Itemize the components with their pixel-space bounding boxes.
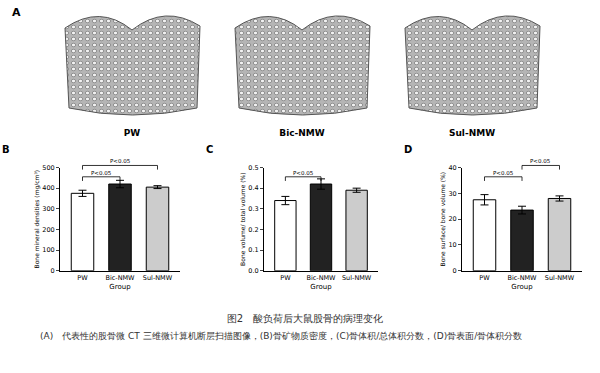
svg-text:P<0.05: P<0.05 xyxy=(91,170,112,176)
svg-text:P<0.05: P<0.05 xyxy=(293,170,314,176)
svg-text:200: 200 xyxy=(42,226,54,234)
svg-text:B: B xyxy=(2,144,10,155)
svg-text:Bone mineral densities (mg/cm³: Bone mineral densities (mg/cm³) xyxy=(33,170,41,269)
svg-text:Bic-NMW: Bic-NMW xyxy=(507,274,537,282)
svg-text:10: 10 xyxy=(448,241,456,249)
svg-text:0.1: 0.1 xyxy=(248,246,258,254)
svg-text:400: 400 xyxy=(42,184,54,192)
svg-text:0.5: 0.5 xyxy=(248,164,258,172)
svg-text:300: 300 xyxy=(42,205,54,213)
svg-text:Bic-NMW: Bic-NMW xyxy=(279,128,325,138)
svg-text:Bone surface/ bone volume (%): Bone surface/ bone volume (%) xyxy=(439,172,446,267)
svg-text:500: 500 xyxy=(42,164,54,172)
svg-text:Bone volume/ total volume (%): Bone volume/ total volume (%) xyxy=(239,172,246,266)
svg-text:Sul-NMW: Sul-NMW xyxy=(545,274,575,282)
svg-text:D: D xyxy=(404,144,412,155)
html-text:图2 酸负荷后大鼠股骨的病理变化: 图2 酸负荷后大鼠股骨的病理变化 xyxy=(226,313,384,324)
svg-text:0.2: 0.2 xyxy=(248,226,258,234)
svg-text:30: 30 xyxy=(448,190,456,198)
svg-text:Bic-NMW: Bic-NMW xyxy=(306,274,336,282)
svg-text:0.4: 0.4 xyxy=(248,184,258,192)
svg-text:0: 0 xyxy=(51,267,55,275)
svg-text:C: C xyxy=(206,144,213,155)
svg-text:40: 40 xyxy=(448,164,456,172)
svg-text:0: 0 xyxy=(453,267,457,275)
svg-text:Sul-NMW: Sul-NMW xyxy=(143,274,173,282)
svg-text:P<0.05: P<0.05 xyxy=(493,170,514,176)
svg-text:PW: PW xyxy=(280,274,291,282)
svg-text:Group: Group xyxy=(109,283,131,291)
svg-text:100: 100 xyxy=(42,246,54,254)
svg-text:Sul-NMW: Sul-NMW xyxy=(342,274,372,282)
svg-text:Sul-NMW: Sul-NMW xyxy=(449,128,495,138)
svg-text:20: 20 xyxy=(448,215,456,223)
svg-text:Bic-NMW: Bic-NMW xyxy=(105,274,135,282)
svg-text:P<0.05: P<0.05 xyxy=(530,158,551,164)
svg-text:P<0.05: P<0.05 xyxy=(110,158,131,164)
svg-text:PW: PW xyxy=(77,274,88,282)
svg-text:Group: Group xyxy=(310,283,332,291)
svg-text:Group: Group xyxy=(511,283,533,291)
svg-text:0.0: 0.0 xyxy=(248,267,258,275)
svg-text:A: A xyxy=(12,6,21,19)
svg-text:PW: PW xyxy=(124,128,141,138)
svg-text:0.3: 0.3 xyxy=(248,205,258,213)
html-text:(A) 代表性的股骨微 CT 三维微计算机断层扫描图像，(B: (A) 代表性的股骨微 CT 三维微计算机断层扫描图像，(B)骨矿物质密度，(C… xyxy=(40,331,523,341)
svg-text:PW: PW xyxy=(479,274,490,282)
